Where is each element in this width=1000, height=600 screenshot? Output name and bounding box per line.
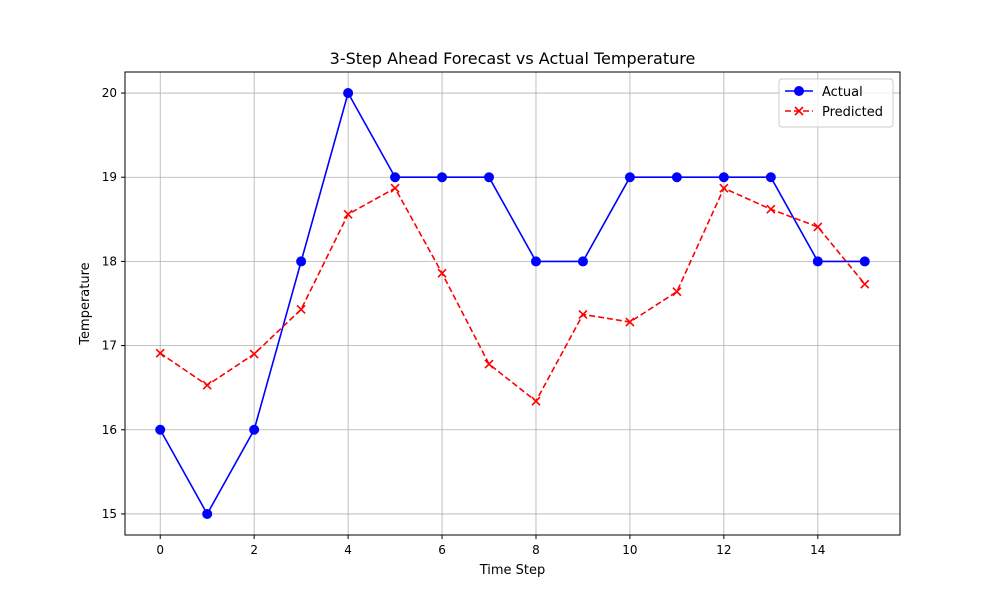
data-point-predicted-stroke [766,204,776,214]
data-point-actual [155,424,166,435]
data-point-predicted-stroke [531,396,541,406]
series-actual [155,88,870,519]
data-point-actual [343,88,354,99]
data-point-predicted [296,304,306,314]
data-point-predicted [860,279,870,289]
data-point-predicted [672,287,682,297]
y-tick-label: 20 [102,86,117,100]
data-point-predicted-stroke [390,183,400,193]
data-point-predicted-stroke [484,359,494,369]
y-axis-label: Temperature [78,262,93,345]
data-point-actual [812,256,823,267]
legend-marker-predicted [794,106,804,116]
y-tick-label: 18 [102,254,117,268]
data-point-predicted [766,204,776,214]
legend-entry-actual: Actual [785,85,863,100]
data-point-actual [390,172,401,183]
legend-label-actual: Actual [822,85,863,100]
legend-entry-predicted: Predicted [785,105,883,120]
data-point-predicted [343,209,353,219]
y-tick-label: 15 [102,507,117,521]
data-point-predicted [202,380,212,390]
y-tick-label: 16 [102,423,117,437]
x-tick-label: 12 [716,543,731,557]
x-tick-label: 14 [810,543,825,557]
legend-marker-predicted-stroke [794,106,804,116]
data-point-actual [296,256,307,267]
data-point-predicted [625,317,635,327]
data-point-predicted [578,309,588,320]
x-tick-label: 8 [532,543,540,557]
x-tick-label: 10 [622,543,637,557]
data-point-predicted [484,359,494,369]
data-point-predicted-stroke [343,209,353,219]
x-tick-label: 0 [156,543,164,557]
y-tick-label: 17 [102,339,117,353]
legend-marker-actual [794,86,804,96]
data-point-actual [671,172,682,183]
data-point-actual [437,172,448,183]
grid-lines [125,72,900,535]
data-point-predicted-stroke [813,222,823,232]
data-point-predicted [390,183,400,193]
y-tick-label: 19 [102,170,117,184]
data-point-predicted-stroke [296,304,306,314]
data-point-predicted [437,268,447,278]
data-point-predicted-stroke [155,348,165,358]
x-axis-label: Time Step [479,563,546,578]
data-point-actual [484,172,495,183]
data-point-predicted-stroke [202,380,212,390]
x-tick-label: 4 [344,543,352,557]
axis-ticks: 0 2 4 6 8 10 12 14 15 16 17 18 19 20 [102,86,826,557]
data-point-predicted [719,183,729,193]
data-point-predicted [813,222,823,232]
data-point-actual [577,256,588,267]
data-point-actual [530,256,541,267]
data-point-actual [859,256,870,267]
data-point-actual [718,172,729,183]
data-point-predicted-stroke [860,279,870,289]
data-point-predicted-stroke [625,317,635,327]
data-point-actual [624,172,635,183]
chart-title: 3-Step Ahead Forecast vs Actual Temperat… [330,49,696,68]
x-tick-label: 2 [250,543,258,557]
data-point-predicted-stroke [719,183,729,193]
series-predicted [155,183,870,406]
series-predicted-line [159,187,866,403]
data-point-predicted [249,349,259,359]
data-point-predicted-stroke [578,309,588,320]
data-point-predicted-stroke [672,287,682,297]
data-point-predicted-stroke [249,349,259,359]
x-tick-label: 6 [438,543,446,557]
data-point-actual [249,424,260,435]
data-point-actual [765,172,776,183]
data-point-predicted-stroke [437,268,447,278]
data-point-actual [202,508,213,519]
legend: Actual Predicted [778,78,894,128]
series-actual-line [159,90,865,516]
data-point-predicted [531,396,541,406]
data-point-predicted [155,348,165,358]
plot-area [124,71,901,536]
legend-label-predicted: Predicted [822,105,883,120]
series-lines [155,88,870,519]
